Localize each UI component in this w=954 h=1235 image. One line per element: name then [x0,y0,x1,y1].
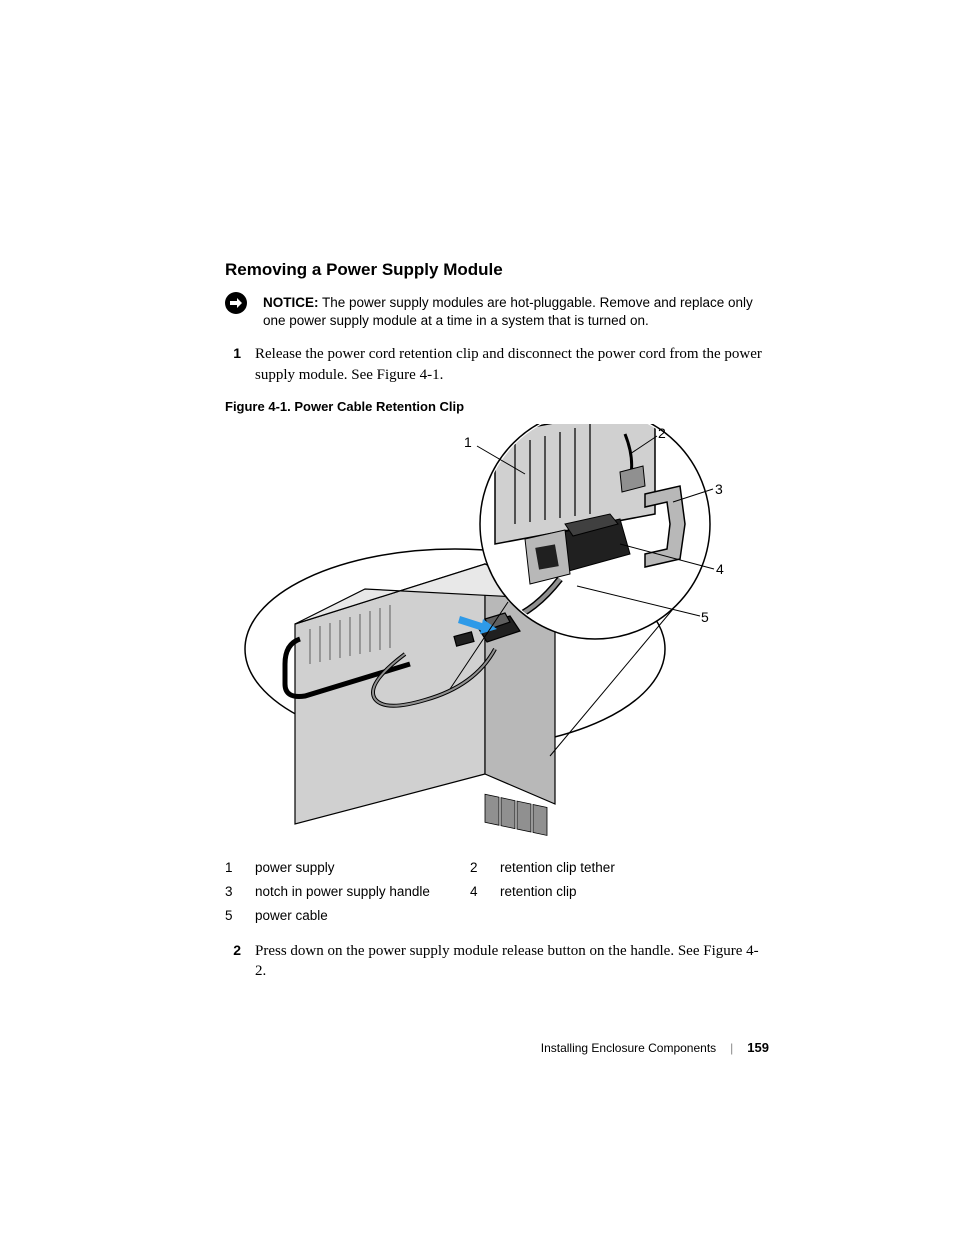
legend-label: retention clip [500,884,715,899]
legend-num: 1 [225,860,255,875]
callout-3: 3 [715,481,723,497]
figure-legend: 1 power supply 2 retention clip tether 3… [225,860,769,923]
footer-divider: | [730,1041,733,1055]
callout-4: 4 [716,561,724,577]
step-text: Release the power cord retention clip an… [255,344,769,385]
legend-num: 2 [470,860,500,875]
legend-row: 1 power supply 2 retention clip tether [225,860,769,875]
step-number: 1 [225,344,255,363]
section-heading: Removing a Power Supply Module [225,260,769,280]
notice-arrow-icon [225,292,247,314]
callout-2: 2 [658,425,666,441]
legend-label: retention clip tether [500,860,715,875]
notice-block: NOTICE: The power supply modules are hot… [225,294,769,330]
legend-label: power supply [255,860,470,875]
figure-4-1: 1 2 3 4 5 [225,424,769,844]
step-number: 2 [225,941,255,960]
footer-page-number: 159 [747,1040,769,1055]
notice-label: NOTICE: [263,295,319,310]
step-1: 1 Release the power cord retention clip … [225,344,769,385]
legend-row: 5 power cable [225,908,769,923]
page-footer: Installing Enclosure Components | 159 [541,1040,769,1055]
technical-diagram [225,424,765,844]
step-text: Press down on the power supply module re… [255,941,769,982]
footer-section-title: Installing Enclosure Components [541,1041,716,1055]
figure-caption: Figure 4-1. Power Cable Retention Clip [225,399,769,414]
legend-num: 3 [225,884,255,899]
legend-label: power cable [255,908,470,923]
legend-num: 4 [470,884,500,899]
callout-1: 1 [464,434,472,450]
legend-row: 3 notch in power supply handle 4 retenti… [225,884,769,899]
callout-5: 5 [701,609,709,625]
legend-num: 5 [225,908,255,923]
step-2: 2 Press down on the power supply module … [225,941,769,982]
legend-label: notch in power supply handle [255,884,470,899]
notice-body: The power supply modules are hot-pluggab… [263,295,753,328]
